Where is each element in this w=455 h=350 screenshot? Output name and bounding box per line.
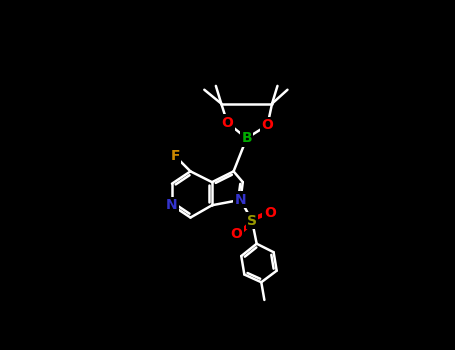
Text: O: O: [222, 116, 233, 130]
Text: O: O: [264, 206, 276, 220]
Text: N: N: [235, 193, 246, 207]
Text: F: F: [170, 149, 180, 163]
Text: B: B: [241, 131, 252, 145]
Text: O: O: [231, 228, 243, 241]
Text: N: N: [166, 198, 178, 212]
Text: S: S: [247, 214, 257, 228]
Text: O: O: [262, 118, 273, 132]
